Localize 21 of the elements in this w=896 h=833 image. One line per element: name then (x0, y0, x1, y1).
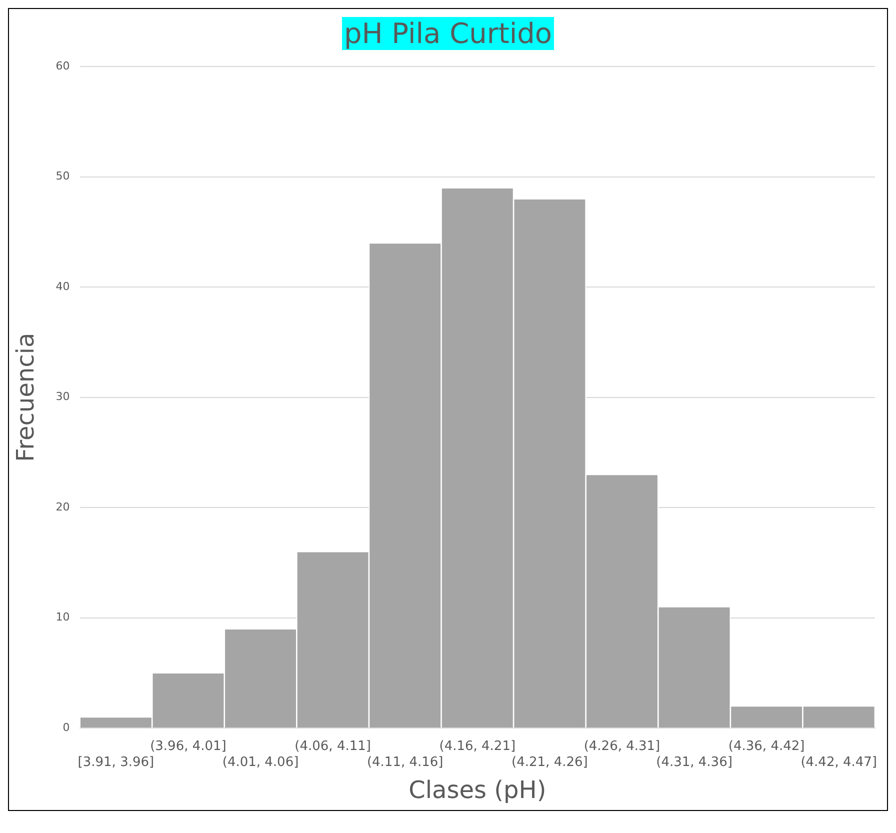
x-tick-label: [3.91, 3.96] (78, 754, 154, 770)
y-tick-label: 60 (56, 59, 70, 72)
y-axis-title: Frecuencia (12, 332, 40, 462)
x-axis-title: Clases (pH) (408, 776, 546, 804)
x-tick-label: (4.06, 4.11] (294, 739, 371, 754)
x-tick-label: (3.96, 4.01] (150, 739, 226, 754)
y-tick-label: 50 (56, 170, 70, 183)
x-tick-label: (4.01, 4.06] (222, 754, 299, 770)
x-tick-label: (4.26, 4.31] (584, 739, 660, 754)
x-tick-label: (4.16, 4.21] (439, 739, 516, 754)
y-tick-label: 40 (56, 280, 70, 293)
x-tick-label: (4.21, 4.26] (512, 754, 588, 770)
y-tick-label: 0 (62, 720, 70, 734)
x-tick-label: (4.42, 4.47] (800, 754, 878, 770)
y-tick-label: 10 (56, 610, 70, 624)
x-tick-label: (4.36, 4.42] (728, 739, 805, 754)
chart-title: pH Pila Curtido (342, 17, 554, 50)
x-tick-label: (4.11, 4.16] (366, 754, 444, 770)
y-tick-label: 20 (56, 500, 70, 514)
x-tick-label: (4.31, 4.36] (656, 754, 732, 770)
y-tick-label: 30 (56, 390, 70, 404)
